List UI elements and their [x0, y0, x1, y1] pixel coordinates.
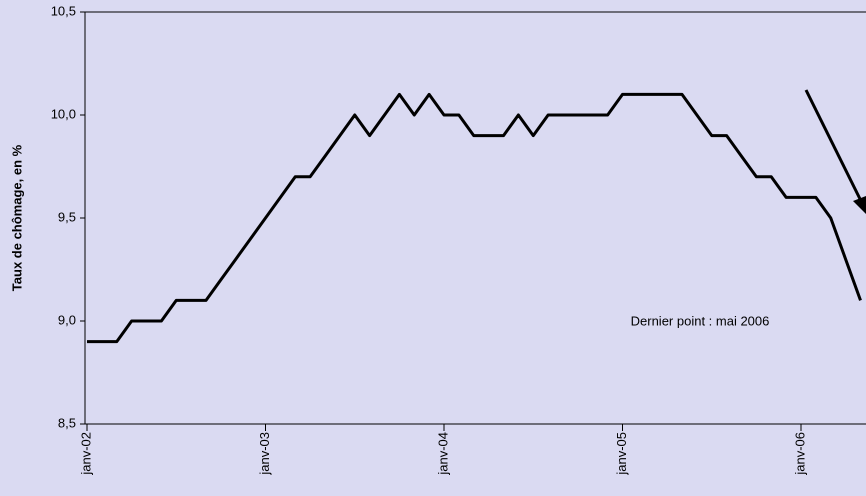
x-tick-label: janv-04: [435, 432, 450, 476]
y-tick-label: 9,0: [58, 312, 76, 327]
y-tick-label: 9,5: [58, 209, 76, 224]
x-tick-label: janv-03: [257, 432, 272, 476]
annotation: Dernier point : mai 2006: [631, 313, 770, 328]
y-axis-label: Taux de chômage, en %: [9, 144, 24, 291]
line: [87, 92, 862, 344]
x-tick-label: janv-05: [614, 432, 629, 476]
x-tick-label: janv-02: [78, 432, 93, 476]
y-tick-label: 8,5: [58, 415, 76, 430]
x-tick-label: janv-06: [792, 432, 807, 476]
arrow: [804, 89, 864, 204]
y-tick-label: 10,0: [51, 106, 76, 121]
arrow-head: [853, 196, 866, 214]
y-tick-label: 10,5: [51, 3, 76, 18]
